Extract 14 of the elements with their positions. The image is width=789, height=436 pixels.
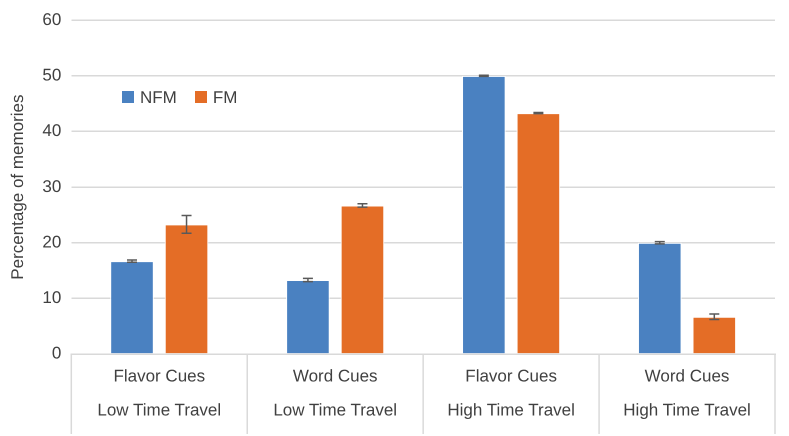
y-tick-label: 40	[42, 121, 62, 140]
legend-label: FM	[212, 88, 238, 108]
y-tick-label: 10	[42, 288, 62, 308]
x-tick-label: Flavor Cues Low Time Travel	[97, 366, 222, 420]
y-tick-label: 20	[42, 232, 62, 252]
y-tick-label: 0	[52, 344, 62, 363]
y-tick-label: 30	[42, 176, 62, 196]
y-tick-label: 50	[42, 66, 62, 85]
x-tick-label: Word Cues Low Time Travel	[273, 366, 398, 420]
y-axis-title: Percentage of memories	[8, 94, 27, 280]
y-tick-label: 60	[42, 10, 62, 29]
legend-label: NFM	[139, 88, 177, 108]
x-tick-label: Word Cues High Time Travel	[623, 366, 751, 420]
x-tick-label: Flavor Cues High Time Travel	[447, 366, 575, 420]
